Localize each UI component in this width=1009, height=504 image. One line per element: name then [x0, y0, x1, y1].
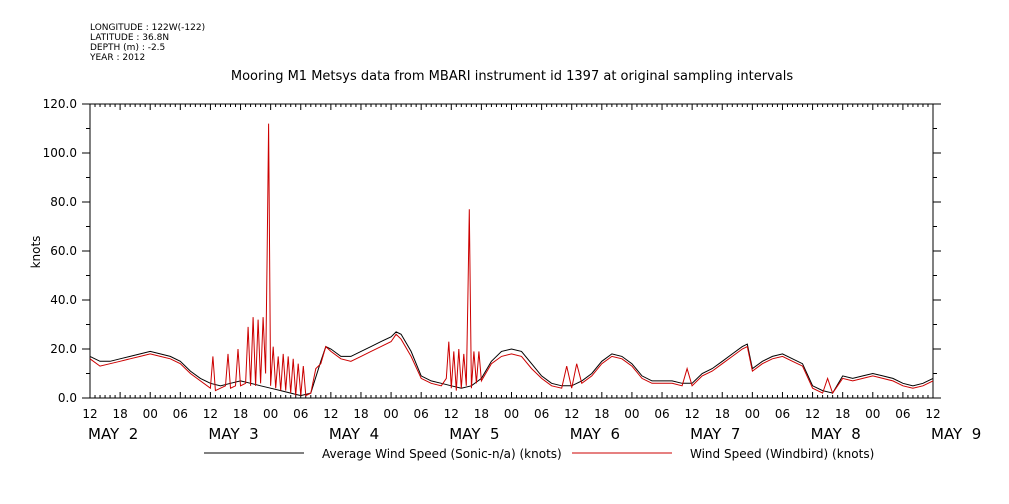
x-tick-label: 06 — [534, 407, 549, 421]
y-tick-label: 60.0 — [50, 244, 77, 258]
x-tick-label: 06 — [895, 407, 910, 421]
legend-label-average: Average Wind Speed (Sonic-n/a) (knots) — [322, 447, 562, 461]
y-axis-label: knots — [29, 236, 43, 269]
meta-latitude: LATITUDE : 36.8N — [90, 33, 169, 43]
meta-longitude: LONGITUDE : 122W(-122) — [90, 23, 205, 33]
x-tick-label: 18 — [715, 407, 730, 421]
x-tick-label: 18 — [112, 407, 127, 421]
x-day-label: MAY 2 — [88, 425, 138, 443]
x-tick-label: 12 — [925, 407, 940, 421]
x-tick-label: 18 — [474, 407, 489, 421]
x-tick-label: 12 — [323, 407, 338, 421]
meta-depth: DEPTH (m) : -2.5 — [90, 43, 165, 53]
x-tick-label: 00 — [263, 407, 278, 421]
x-tick-label: 12 — [685, 407, 700, 421]
x-day-label: MAY 6 — [570, 425, 620, 443]
y-tick-label: 80.0 — [50, 195, 77, 209]
x-tick-label: 12 — [444, 407, 459, 421]
x-tick-label: 00 — [143, 407, 158, 421]
x-day-label: MAY 9 — [931, 425, 981, 443]
header-meta: LONGITUDE : 122W(-122) LATITUDE : 36.8N … — [89, 23, 205, 63]
y-tick-label: 40.0 — [50, 293, 77, 307]
chart-title: Mooring M1 Metsys data from MBARI instru… — [231, 69, 793, 84]
x-tick-label: 06 — [654, 407, 669, 421]
x-day-label: MAY 4 — [329, 425, 379, 443]
series-line-windbird — [89, 123, 934, 397]
x-tick-label: 06 — [775, 407, 790, 421]
x-tick-label: 06 — [414, 407, 429, 421]
x-day-label: MAY 3 — [208, 425, 258, 443]
x-tick-label: 12 — [564, 407, 579, 421]
y-tick-label: 0.0 — [58, 391, 77, 405]
x-tick-label: 12 — [203, 407, 218, 421]
x-tick-label: 12 — [805, 407, 820, 421]
legend-label-windbird: Wind Speed (Windbird) (knots) — [690, 447, 874, 461]
x-day-label: MAY 7 — [690, 425, 740, 443]
x-tick-label: 12 — [82, 407, 97, 421]
y-tick-label: 20.0 — [50, 342, 77, 356]
x-tick-label: 06 — [293, 407, 308, 421]
x-tick-label: 18 — [233, 407, 248, 421]
x-tick-label: 00 — [624, 407, 639, 421]
x-tick-label: 00 — [383, 407, 398, 421]
x-tick-label: 00 — [504, 407, 519, 421]
x-tick-label: 00 — [745, 407, 760, 421]
y-tick-label: 100.0 — [43, 146, 77, 160]
x-tick-label: 00 — [865, 407, 880, 421]
x-day-label: MAY 5 — [449, 425, 499, 443]
x-tick-label: 18 — [835, 407, 850, 421]
x-tick-label: 18 — [594, 407, 609, 421]
x-tick-label: 06 — [173, 407, 188, 421]
x-day-label: MAY 8 — [811, 425, 861, 443]
x-tick-label: 18 — [353, 407, 368, 421]
plot-area: 12 18 00 06 12 18 00 06 12 18 00 06 12 18 00 06 12 18 00 06… — [43, 97, 982, 443]
series-line-average-wind — [89, 331, 934, 397]
meta-year: YEAR : 2012 — [89, 53, 145, 63]
legend: Average Wind Speed (Sonic-n/a) (knots) W… — [204, 447, 874, 461]
y-tick-label: 120.0 — [43, 97, 77, 111]
